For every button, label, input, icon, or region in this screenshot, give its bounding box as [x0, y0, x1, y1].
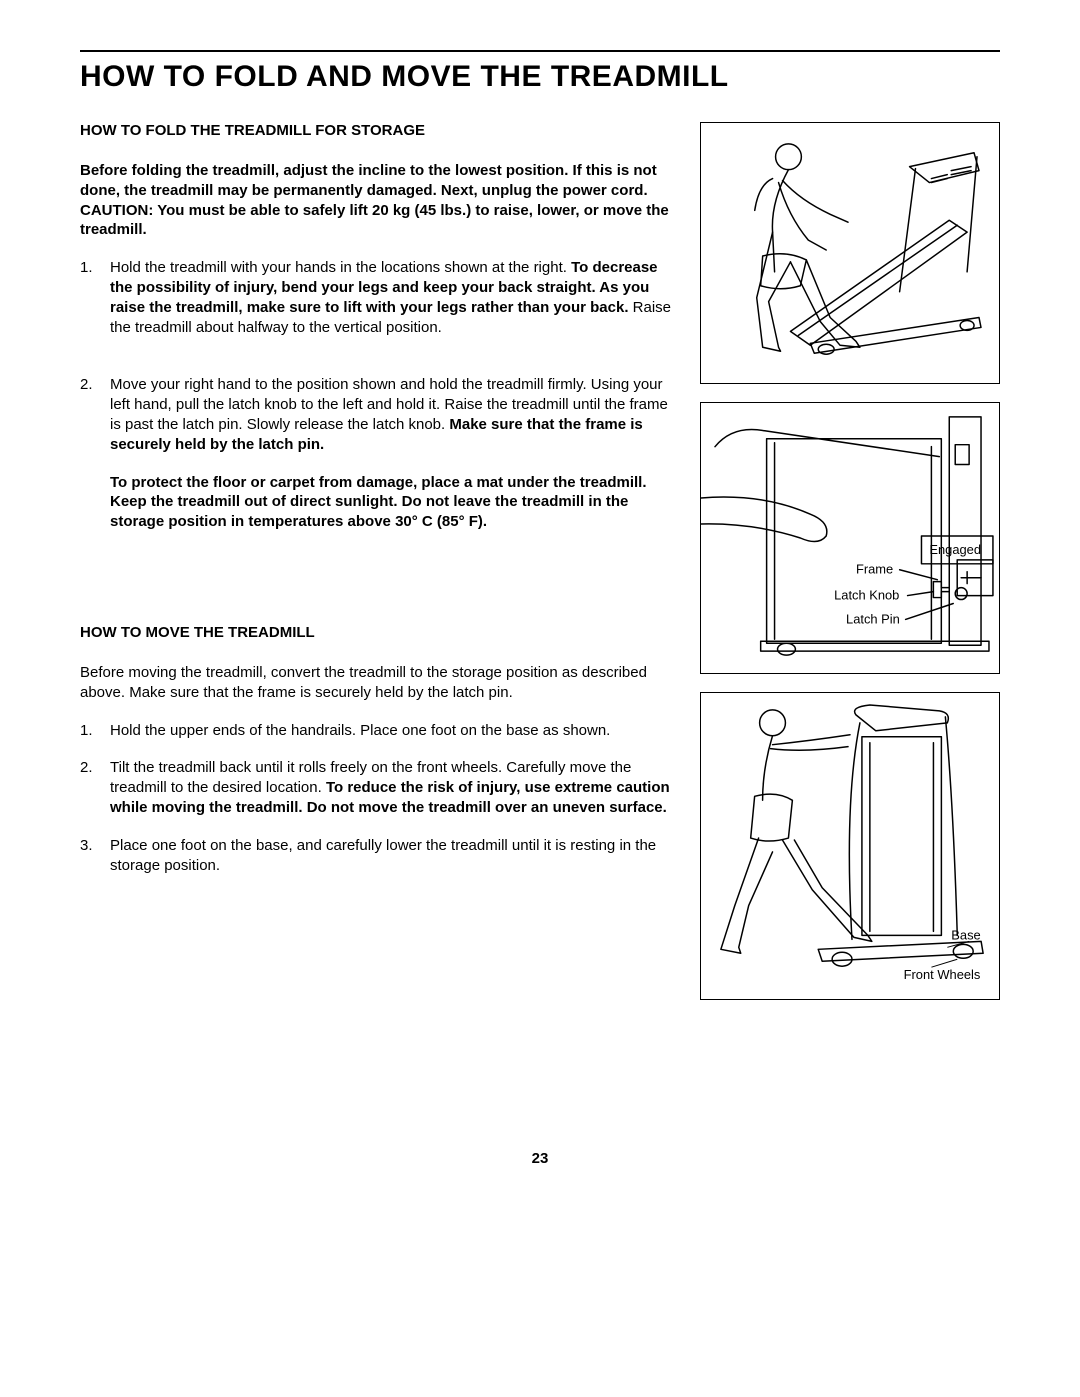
two-column-layout: HOW TO FOLD THE TREADMILL FOR STORAGE Be…: [80, 122, 1000, 1000]
label-front-wheels: Front Wheels: [904, 967, 981, 982]
fold-step2-extra: To protect the floor or carpet from dama…: [110, 473, 672, 532]
figure-column: Engaged Frame Latch Knob Latch Pin: [700, 122, 1000, 1000]
move-steps: Hold the upper ends of the handrails. Pl…: [80, 721, 672, 876]
label-base: Base: [951, 927, 980, 942]
move-step-2: Tilt the treadmill back until it rolls f…: [80, 758, 672, 817]
move-heading: HOW TO MOVE THE TREADMILL: [80, 624, 672, 641]
move-step-3: Place one foot on the base, and carefull…: [80, 836, 672, 876]
move-illustration: Base Front Wheels: [701, 693, 999, 999]
text-column: HOW TO FOLD THE TREADMILL FOR STORAGE Be…: [80, 122, 672, 1000]
fold-step-1: Hold the treadmill with your hands in th…: [80, 258, 672, 337]
fold-steps: Hold the treadmill with your hands in th…: [80, 258, 672, 532]
move-intro-b: Make sure that the frame is securely hel…: [129, 684, 513, 701]
fold-heading: HOW TO FOLD THE TREADMILL FOR STORAGE: [80, 122, 672, 139]
page-number: 23: [80, 1150, 1000, 1167]
move-intro: Before moving the treadmill, convert the…: [80, 663, 672, 703]
page-title: HOW TO FOLD AND MOVE THE TREADMILL: [80, 60, 1000, 94]
latch-illustration: Engaged Frame Latch Knob Latch Pin: [701, 403, 999, 673]
figure-move: Base Front Wheels: [700, 692, 1000, 1000]
label-latch-knob: Latch Knob: [834, 588, 899, 603]
label-latch-pin: Latch Pin: [846, 611, 900, 626]
fold-intro: Before folding the treadmill, adjust the…: [80, 161, 672, 240]
lift-illustration: [701, 123, 999, 383]
figure-fold-lift: [700, 122, 1000, 384]
label-frame: Frame: [856, 562, 893, 577]
figure-latch: Engaged Frame Latch Knob Latch Pin: [700, 402, 1000, 674]
fold-step1-text-a: Hold the treadmill with your hands in th…: [110, 259, 571, 276]
top-rule: [80, 50, 1000, 52]
move-step-1: Hold the upper ends of the handrails. Pl…: [80, 721, 672, 741]
fold-step-2: Move your right hand to the position sho…: [80, 375, 672, 532]
label-engaged: Engaged: [929, 542, 981, 557]
